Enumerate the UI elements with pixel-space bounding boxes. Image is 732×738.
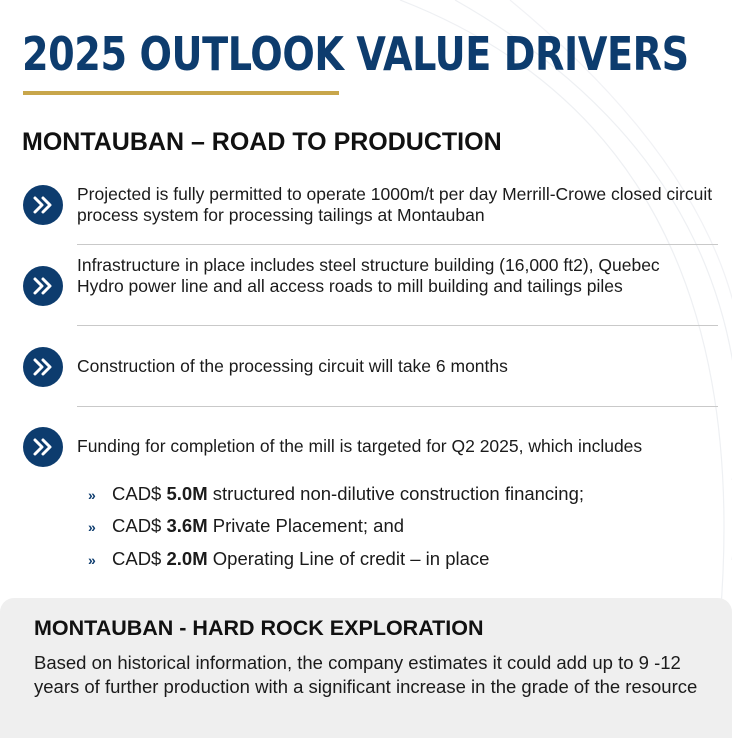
page-title: 2025 OUTLOOK VALUE DRIVERS [22, 27, 689, 81]
divider [77, 406, 718, 407]
panel-heading: MONTAUBAN - HARD ROCK EXPLORATION [34, 616, 484, 640]
funding-amount: 5.0M [166, 483, 208, 504]
double-chevron-right-icon [23, 266, 63, 306]
funding-prefix: CAD$ [112, 483, 167, 504]
exploration-panel [0, 598, 732, 738]
funding-item: » CAD$ 2.0M Operating Line of credit – in… [88, 547, 489, 572]
bullet-text: Projected is fully permitted to operate … [77, 184, 713, 225]
bullet-text: Construction of the processing circuit w… [77, 356, 508, 376]
funding-item: » CAD$ 3.6M Private Placement; and [88, 514, 404, 539]
divider [77, 325, 718, 326]
section-heading: MONTAUBAN – ROAD TO PRODUCTION [22, 128, 502, 156]
sub-bullet-marker: » [88, 552, 96, 568]
funding-description: Operating Line of credit – in place [207, 548, 490, 569]
funding-description: Private Placement; and [207, 515, 405, 536]
sub-bullet-marker: » [88, 487, 96, 503]
sub-bullet-marker: » [88, 519, 96, 535]
double-chevron-right-icon [23, 427, 63, 467]
funding-prefix: CAD$ [112, 515, 167, 536]
bullet-text: Funding for completion of the mill is ta… [77, 436, 643, 456]
funding-prefix: CAD$ [112, 548, 167, 569]
divider [77, 244, 718, 245]
funding-description: structured non-dilutive construction fin… [207, 483, 585, 504]
double-chevron-right-icon [23, 185, 63, 225]
panel-text: Based on historical information, the com… [34, 652, 698, 697]
funding-amount: 3.6M [166, 515, 208, 536]
title-underline [23, 91, 339, 95]
funding-amount: 2.0M [166, 548, 208, 569]
double-chevron-right-icon [23, 347, 63, 387]
funding-item: » CAD$ 5.0M structured non-dilutive const… [88, 482, 584, 507]
bullet-text: Infrastructure in place includes steel s… [77, 255, 660, 296]
